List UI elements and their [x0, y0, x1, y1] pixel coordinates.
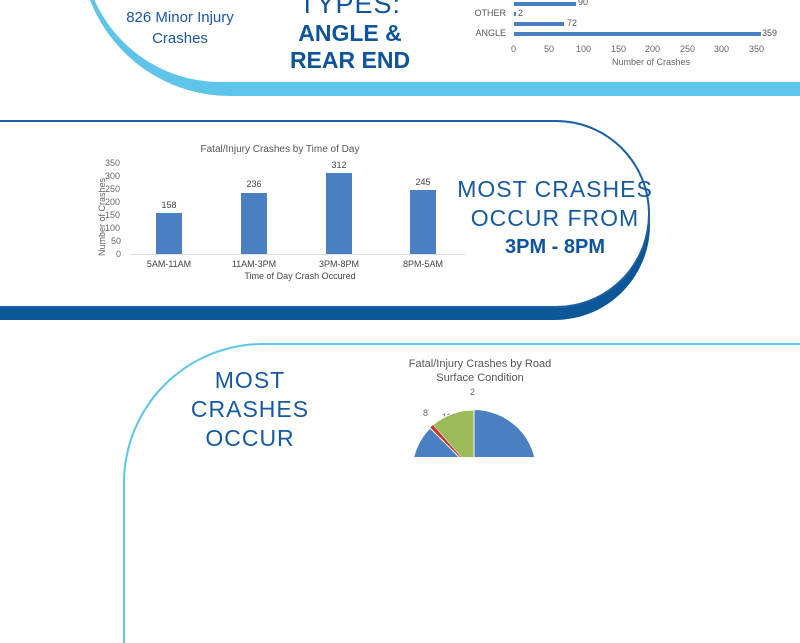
x-tick: 300: [714, 44, 730, 54]
x-tick: 100: [576, 44, 592, 54]
y-tick: 350: [105, 158, 121, 168]
headline-line2: CRASHES: [190, 396, 310, 422]
hbar-label-other: OTHER: [474, 8, 507, 18]
x-tick: 350: [749, 44, 765, 54]
chart-title: Fatal/Injury Crashes by Time of Day: [200, 144, 360, 155]
bar-value: 245: [415, 177, 431, 187]
hbar-value-2: 72: [567, 18, 578, 28]
x-tick: 0: [511, 44, 517, 54]
x-category-label: 3PM-8PM: [318, 259, 359, 269]
bar-3pm-8pm: [326, 173, 352, 254]
x-axis-line: [130, 254, 465, 255]
chart-title-line1: Fatal/Injury Crashes by Road: [408, 358, 552, 370]
bar-11am-3pm: [241, 193, 267, 254]
minor-injury-line2: Crashes: [152, 30, 208, 47]
y-tick: 100: [105, 223, 121, 233]
hbar-1: [514, 12, 516, 16]
headline-line1: MOST: [214, 367, 286, 393]
bar-8pm-5am: [410, 190, 436, 254]
bar-value: 158: [161, 200, 177, 210]
x-tick: 200: [645, 44, 661, 54]
y-tick: 200: [105, 197, 121, 207]
chart-title-line2: Surface Condition: [436, 372, 524, 384]
minor-injury-line1: 826 Minor Injury: [126, 9, 234, 26]
x-tick: 150: [611, 44, 627, 54]
crash-types-headline: TYPES: ANGLE & REAR END: [260, 0, 440, 74]
headline-angle: ANGLE &: [298, 20, 402, 46]
minor-injury-text: 826 Minor Injury Crashes: [110, 7, 250, 49]
surface-headline: MOST CRASHES OCCUR: [180, 366, 320, 453]
pie-slices: [414, 409, 535, 457]
hbar-value-3: 359: [762, 28, 778, 38]
hbar-value-0: 90: [578, 0, 589, 7]
road-surface-pie-chart: Fatal/Injury Crashes by Road Surface Con…: [380, 352, 580, 457]
x-category-label: 5AM-11AM: [146, 259, 192, 269]
mid-panel: [0, 120, 650, 308]
x-tick: 250: [680, 44, 696, 54]
x-tick: 50: [544, 44, 555, 54]
top-panel: [80, 0, 800, 82]
x-category-label: 11AM-3PM: [231, 259, 277, 269]
hbar-value-1: 2: [518, 8, 524, 18]
hbar-2: [514, 22, 564, 26]
headline-types: TYPES:: [298, 0, 402, 19]
time-headline: MOST CRASHES OCCUR FROM 3PM - 8PM: [445, 175, 665, 262]
bar-value: 236: [246, 179, 262, 189]
headline-line3: OCCUR: [205, 425, 295, 451]
pie-label-2: 2: [470, 387, 476, 397]
x-category-label: 8PM-5AM: [402, 259, 443, 269]
pie-label-8: 8: [423, 408, 429, 418]
bar-5am-11am: [156, 213, 182, 254]
hbar-label-angle: ANGLE: [475, 28, 506, 38]
hbar-3: [514, 32, 761, 36]
x-axis-label: Number of Crashes: [612, 57, 691, 67]
headline-line1: MOST CRASHES: [457, 176, 653, 202]
headline-rear-end: REAR END: [289, 47, 411, 73]
y-tick: 250: [105, 184, 121, 194]
headline-line2: OCCUR FROM: [470, 205, 640, 231]
headline-bold: 3PM - 8PM: [504, 236, 606, 258]
y-tick: 50: [111, 236, 122, 246]
bar-value: 312: [331, 160, 347, 170]
y-tick: 150: [105, 210, 121, 220]
y-tick: 0: [116, 249, 122, 259]
time-of-day-bar-chart: Fatal/Injury Crashes by Time of Day Numb…: [90, 140, 465, 285]
crash-type-bar-chart: 90 OTHER 2 72 ANGLE 359 0 50 100 150 200…: [460, 0, 778, 70]
x-axis-label: Time of Day Crash Occured: [244, 271, 356, 281]
hbar-0: [514, 2, 576, 6]
y-tick: 300: [105, 171, 121, 181]
